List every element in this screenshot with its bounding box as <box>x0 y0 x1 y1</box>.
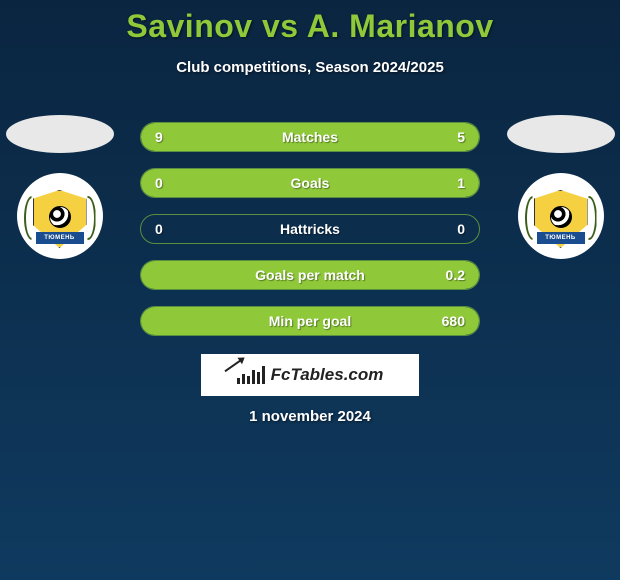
stat-row-goals: 0 Goals 1 <box>140 168 480 198</box>
stat-value-right: 0.2 <box>419 267 479 283</box>
stat-label: Min per goal <box>201 313 419 329</box>
club-badge-right: ТЮМЕНЬ <box>518 173 604 259</box>
stat-value-left: 0 <box>141 221 201 237</box>
stat-row-min-per-goal: Min per goal 680 <box>140 306 480 336</box>
stat-row-matches: 9 Matches 5 <box>140 122 480 152</box>
soccer-ball-icon <box>49 206 71 228</box>
stat-row-hattricks: 0 Hattricks 0 <box>140 214 480 244</box>
stats-container: 9 Matches 5 0 Goals 1 0 Hattricks 0 Goal… <box>140 122 480 352</box>
season-subtitle: Club competitions, Season 2024/2025 <box>0 59 620 76</box>
fctables-logo: FcTables.com <box>201 354 419 396</box>
player-left-panel: ТЮМЕНЬ <box>2 115 117 259</box>
stat-value-right: 0 <box>419 221 479 237</box>
stat-value-left: 9 <box>141 129 201 145</box>
fctables-brand-text: FcTables.com <box>271 365 384 385</box>
page-title: Savinov vs A. Marianov <box>0 0 620 45</box>
stat-value-right: 680 <box>419 313 479 329</box>
stat-label: Goals per match <box>201 267 419 283</box>
club-banner-label: ТЮМЕНЬ <box>537 232 585 244</box>
club-badge-left: ТЮМЕНЬ <box>17 173 103 259</box>
player-left-avatar-placeholder <box>6 115 114 153</box>
stat-value-right: 1 <box>419 175 479 191</box>
stat-row-goals-per-match: Goals per match 0.2 <box>140 260 480 290</box>
stat-label: Goals <box>201 175 419 191</box>
bar-chart-icon <box>237 366 265 384</box>
stat-label: Matches <box>201 129 419 145</box>
player-right-panel: ТЮМЕНЬ <box>503 115 618 259</box>
stat-value-right: 5 <box>419 129 479 145</box>
player-right-avatar-placeholder <box>507 115 615 153</box>
snapshot-date: 1 november 2024 <box>0 408 620 425</box>
stat-value-left: 0 <box>141 175 201 191</box>
stat-label: Hattricks <box>201 221 419 237</box>
soccer-ball-icon <box>550 206 572 228</box>
club-banner-label: ТЮМЕНЬ <box>36 232 84 244</box>
